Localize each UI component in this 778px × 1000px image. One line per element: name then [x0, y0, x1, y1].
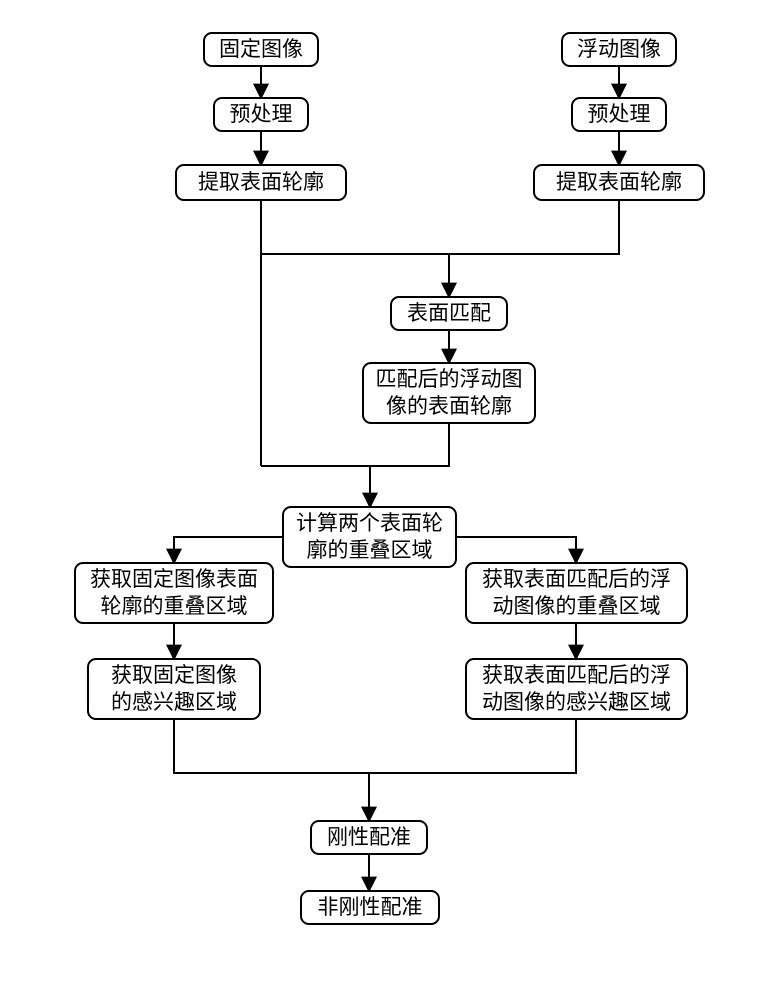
- node-label: 提取表面轮廓: [556, 169, 682, 196]
- node-label: 预处理: [230, 101, 293, 128]
- node-n_nonrigid: 非刚性配准: [300, 890, 440, 925]
- edge: [457, 537, 576, 562]
- node-n_fixed_roi: 获取固定图像的感兴趣区域: [87, 658, 261, 720]
- node-n_float_roi: 获取表面匹配后的浮动图像的感兴趣区域: [465, 658, 688, 720]
- node-label: 获取表面匹配后的浮动图像的重叠区域: [482, 566, 671, 621]
- node-label: 获取固定图像的感兴趣区域: [111, 662, 237, 717]
- node-n_float: 浮动图像: [561, 32, 677, 67]
- edge: [261, 424, 449, 466]
- node-label: 刚性配准: [327, 824, 411, 851]
- node-label: 获取表面匹配后的浮动图像的感兴趣区域: [482, 662, 671, 717]
- node-n_pre_l: 预处理: [213, 97, 309, 132]
- node-label: 预处理: [588, 101, 651, 128]
- edge: [261, 201, 619, 254]
- node-n_ext_l: 提取表面轮廓: [175, 164, 347, 201]
- node-n_fixed: 固定图像: [203, 32, 319, 67]
- node-n_ext_r: 提取表面轮廓: [533, 164, 705, 201]
- edge: [174, 537, 282, 562]
- node-n_match: 表面匹配: [390, 296, 508, 331]
- node-n_rigid: 刚性配准: [310, 820, 428, 855]
- node-label: 获取固定图像表面轮廓的重叠区域: [90, 566, 258, 621]
- node-label: 匹配后的浮动图像的表面轮廓: [376, 366, 523, 421]
- node-label: 计算两个表面轮廓的重叠区域: [296, 510, 443, 565]
- node-n_calc_overlap: 计算两个表面轮廓的重叠区域: [282, 506, 457, 568]
- node-label: 提取表面轮廓: [198, 169, 324, 196]
- node-n_pre_r: 预处理: [571, 97, 667, 132]
- node-n_fixed_over: 获取固定图像表面轮廓的重叠区域: [74, 562, 274, 624]
- node-n_matched_surf: 匹配后的浮动图像的表面轮廓: [362, 362, 536, 424]
- node-label: 非刚性配准: [318, 894, 423, 921]
- node-label: 浮动图像: [577, 36, 661, 63]
- edge: [174, 720, 576, 773]
- node-label: 固定图像: [219, 36, 303, 63]
- node-n_float_over: 获取表面匹配后的浮动图像的重叠区域: [465, 562, 688, 624]
- node-label: 表面匹配: [407, 300, 491, 327]
